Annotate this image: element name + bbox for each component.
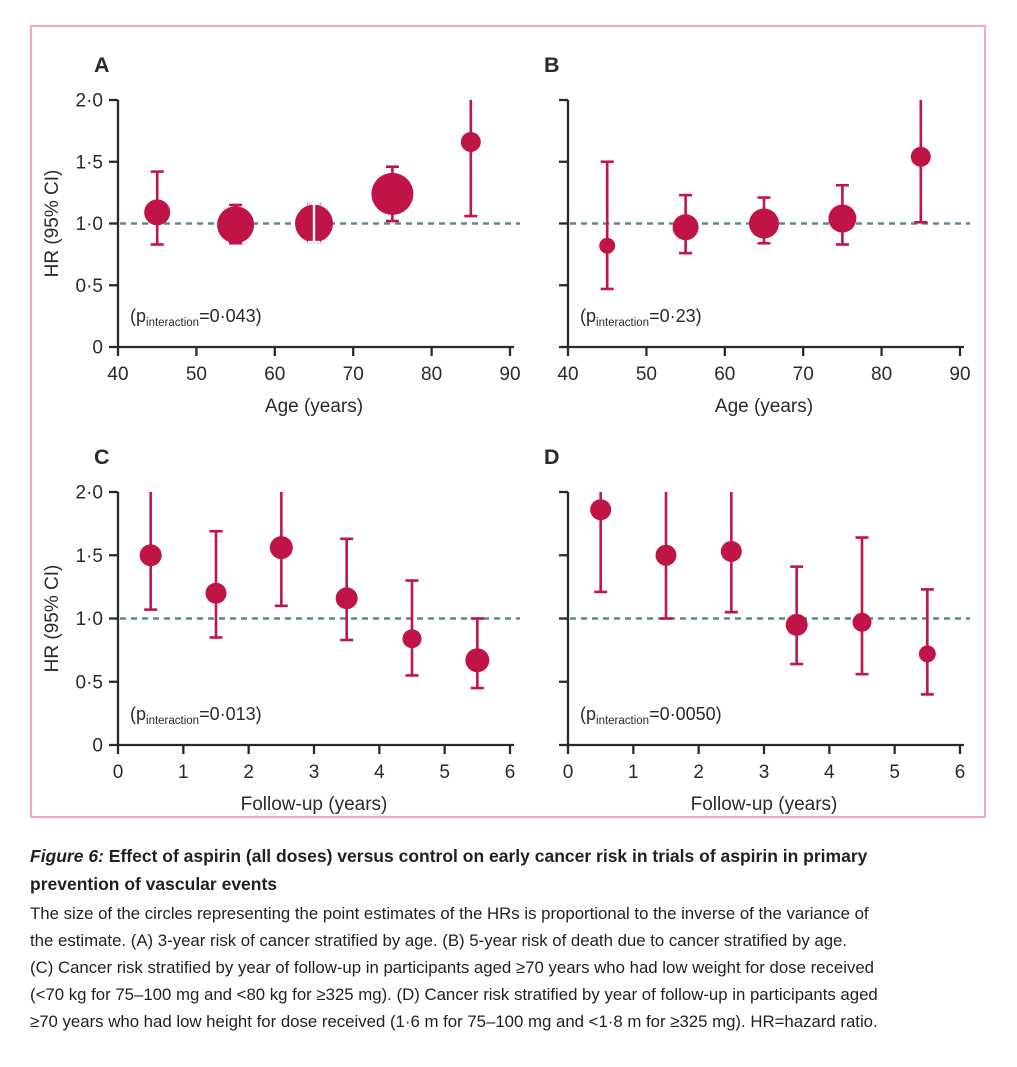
data-point (139, 492, 162, 611)
panel-d-chart: 0 1 2 3 4 5 6 D (pinteraction=0·0050) Follow-up (… (458, 430, 978, 830)
figure-border-box (30, 25, 986, 818)
panel-label: B (544, 53, 560, 77)
y-tick-label: 0·5 (76, 276, 103, 297)
panel-c-svg: 0 0·5 1·0 1·5 2·0 0 1 2 3 4 5 6 C (pinteraction=0·013… (42, 445, 520, 815)
data-point (144, 170, 171, 246)
x-axis-title: Follow-up (years) (241, 794, 388, 815)
x-tick-label: 40 (557, 364, 578, 385)
y-tick-label: 2·0 (76, 483, 103, 504)
data-point (599, 160, 616, 291)
x-tick-label: 6 (505, 762, 516, 783)
p-interaction-label: (pinteraction=0·0050) (580, 704, 722, 727)
data-point (460, 100, 481, 218)
panel-label: C (94, 445, 110, 469)
x-tick-label: 0 (563, 762, 574, 783)
panel-b-svg: 40 50 60 70 80 90 B (pinteraction=0·23) Age (yea… (544, 53, 971, 417)
data-point (918, 588, 936, 696)
x-tick-label: 3 (759, 762, 770, 783)
panel-a-chart: 0 0·5 1·0 1·5 2·0 40 50 60 70 80 90 A (pinteraction=… (8, 38, 528, 438)
figure-caption-body: The size of the circles representing the… (30, 904, 878, 1031)
data-point (910, 100, 931, 224)
figure-number-label: Figure 6: (30, 846, 104, 866)
x-tick-label: 80 (871, 364, 892, 385)
y-tick-label: 2·0 (76, 91, 103, 112)
x-tick-label: 50 (186, 364, 207, 385)
data-point (655, 492, 677, 620)
y-axis-title: HR (95% CI) (42, 170, 63, 278)
figure-caption-title: Figure 6: Effect of aspirin (all doses) … (30, 842, 990, 898)
panel-b-chart: 40 50 60 70 80 90 B (pinteraction=0·23) Age (yea… (458, 38, 978, 438)
y-tick-label: 0·5 (76, 672, 103, 693)
data-point (335, 537, 358, 642)
p-interaction-label: (pinteraction=0·23) (580, 306, 702, 329)
x-tick-label: 0 (113, 762, 124, 783)
data-point (269, 492, 293, 608)
x-tick-label: 40 (107, 364, 128, 385)
y-tick-label: 1·0 (76, 214, 103, 235)
data-point (590, 492, 612, 594)
x-tick-label: 5 (439, 762, 450, 783)
data-point (749, 196, 779, 245)
x-tick-label: 70 (343, 364, 364, 385)
x-tick-label: 90 (949, 364, 970, 385)
x-tick-label: 60 (264, 364, 285, 385)
y-tick-label: 1·5 (76, 152, 103, 173)
p-interaction-label: (pinteraction=0·043) (130, 306, 262, 329)
data-point (217, 203, 255, 245)
data-point (402, 579, 422, 677)
x-axis-title: Age (years) (265, 396, 363, 417)
panel-d-svg: 0 1 2 3 4 5 6 D (pinteraction=0·0050) Follow-up (… (544, 445, 970, 815)
x-tick-label: 70 (793, 364, 814, 385)
x-tick-label: 60 (714, 364, 735, 385)
x-tick-label: 2 (693, 762, 704, 783)
y-axis-title: HR (95% CI) (42, 565, 63, 673)
x-axis-title: Follow-up (years) (691, 794, 838, 815)
data-point (295, 202, 333, 244)
y-tick-label: 0 (92, 736, 103, 757)
x-tick-label: 3 (309, 762, 320, 783)
x-tick-label: 4 (824, 762, 835, 783)
x-tick-label: 1 (628, 762, 639, 783)
data-point (672, 193, 699, 255)
data-point (852, 536, 872, 676)
panel-label: A (94, 53, 110, 77)
data-point (205, 529, 227, 639)
y-tick-label: 1·0 (76, 609, 103, 630)
figure-title-text: Effect of aspirin (all doses) versus con… (30, 846, 868, 894)
data-point (785, 565, 808, 666)
y-tick-label: 0 (92, 338, 103, 359)
data-point (371, 165, 414, 223)
x-tick-label: 2 (243, 762, 254, 783)
data-point (720, 492, 742, 614)
panel-c-chart: 0 0·5 1·0 1·5 2·0 0 1 2 3 4 5 6 C (pinteraction=0·013… (8, 430, 528, 830)
x-tick-label: 80 (421, 364, 442, 385)
x-tick-label: 5 (889, 762, 900, 783)
data-point (465, 617, 490, 690)
figure-caption: Figure 6: Effect of aspirin (all doses) … (30, 842, 990, 1035)
x-tick-label: 1 (178, 762, 189, 783)
x-tick-label: 50 (636, 364, 657, 385)
panel-label: D (544, 445, 560, 469)
x-tick-label: 6 (955, 762, 966, 783)
y-tick-label: 1·5 (76, 546, 103, 567)
x-axis-title: Age (years) (715, 396, 813, 417)
x-tick-label: 90 (499, 364, 520, 385)
x-tick-label: 4 (374, 762, 385, 783)
panel-a-svg: 0 0·5 1·0 1·5 2·0 40 50 60 70 80 90 A (pinteraction=… (42, 53, 521, 417)
p-interaction-label: (pinteraction=0·013) (130, 704, 262, 727)
data-point (828, 183, 857, 246)
